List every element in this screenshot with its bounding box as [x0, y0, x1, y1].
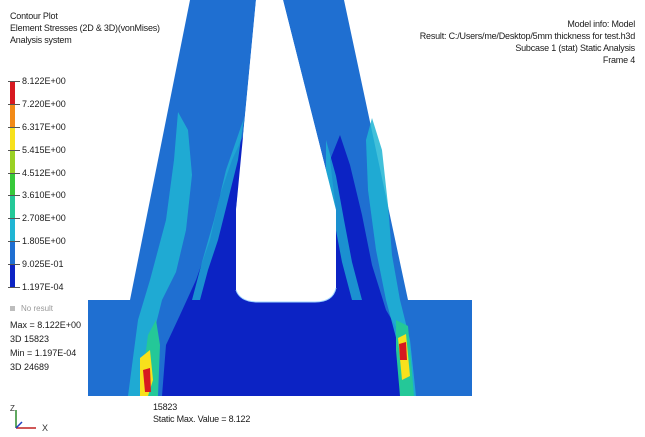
legend-tick [8, 264, 20, 266]
legend-tick [8, 218, 20, 220]
no-result-entry: No result [10, 304, 53, 313]
legend-band [10, 241, 15, 265]
cutout-outline [235, 287, 337, 303]
center-cutout [236, 0, 336, 302]
left-hotspot-red [143, 368, 151, 392]
left-leg-inner-stress [192, 118, 244, 300]
legend-band [10, 149, 15, 173]
contour-legend[interactable]: 8.122E+00 7.220E+00 6.317E+00 5.415E+00 4.51… [8, 76, 128, 292]
z-axis-label: Z [10, 404, 15, 413]
static-max-value: Static Max. Value = 8.122 [153, 414, 251, 424]
no-result-swatch [10, 306, 15, 312]
legend-value-label: 2.708E+00 [22, 213, 66, 224]
legend-tick [8, 149, 20, 151]
axis-triad[interactable]: Z X [8, 404, 58, 433]
right-leg-inner-stress [326, 140, 362, 300]
legend-band [10, 81, 15, 104]
system-label: Analysis system [10, 35, 72, 45]
no-result-label: No result [21, 304, 54, 313]
legend-value-label: 6.317E+00 [22, 121, 66, 132]
result-type-label: Element Stresses (2D & 3D)(vonMises) [10, 23, 160, 33]
legend-value-label: 5.415E+00 [22, 144, 66, 155]
legend-value-label: 3.610E+00 [22, 190, 66, 201]
legend-band [10, 103, 15, 127]
triad-icon: Z X [10, 404, 48, 433]
legend-value-label: 4.512E+00 [22, 167, 66, 178]
subcase-label: Subcase 1 (stat) Static Analysis [515, 43, 635, 53]
legend-tick [8, 172, 20, 174]
frame-label: Frame 4 [602, 55, 635, 65]
legend-value-label: 9.025E-01 [22, 259, 64, 270]
legend-band [10, 218, 15, 242]
result-file-label: Result: C:/Users/me/Desktop/5mm thicknes… [419, 31, 635, 41]
min-element: 3D 24689 [10, 362, 50, 372]
legend-band [10, 195, 15, 219]
legend-tick [8, 195, 20, 197]
legend-tick [8, 287, 20, 288]
legend-value-label: 7.220E+00 [22, 98, 66, 109]
left-leg-edge-stress [128, 112, 192, 396]
max-element: 3D 15823 [10, 334, 50, 344]
legend-value-label: 8.122E+00 [22, 76, 66, 86]
max-element-id: 15823 [153, 402, 178, 412]
plot-type-label: Contour Plot [10, 11, 58, 21]
legend-tick [8, 81, 20, 82]
max-value: Max = 8.122E+00 [10, 320, 82, 330]
min-value: Min = 1.197E-04 [10, 348, 77, 358]
model-info-panel: Model info: Model Result: C:/Users/me/De… [420, 18, 635, 66]
legend-band [10, 172, 15, 196]
legend-color-bar [10, 81, 15, 287]
max-callout: 15823 Static Max. Value = 8.122 [153, 401, 250, 425]
contour-plot-info: Contour Plot Element Stresses (2D & 3D)(… [10, 10, 160, 46]
legend-value-label: 1.805E+00 [22, 236, 66, 247]
legend-tick [8, 103, 20, 105]
legend-band [10, 126, 15, 150]
legend-tick [8, 241, 20, 243]
x-axis-label: X [42, 423, 48, 432]
model-info-label: Model info: Model [567, 19, 635, 29]
right-hotspot-red [399, 342, 407, 360]
legend-tick [8, 126, 20, 128]
legend-band [10, 264, 15, 287]
legend-value-label: 1.197E-04 [22, 282, 64, 292]
min-max-stats: Max = 8.122E+00 3D 15823 Min = 1.197E-04… [10, 318, 81, 374]
